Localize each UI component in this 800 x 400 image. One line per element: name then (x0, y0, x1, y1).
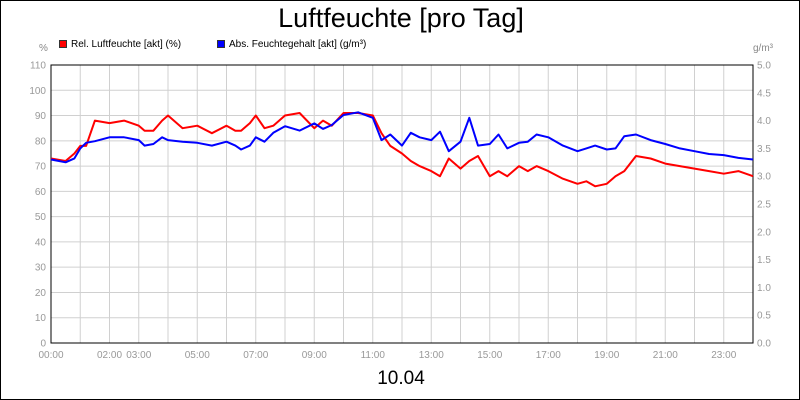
y-right-tick-label: 1.0 (757, 283, 771, 294)
y-left-tick-label: 30 (35, 263, 47, 274)
y-left-tick-label: 100 (29, 86, 46, 97)
legend-item-abs-humidity: Abs. Feuchtegehalt [akt] (g/m³) (217, 39, 366, 50)
y-left-tick-label: 70 (35, 162, 47, 173)
series-line-abs-humidity (50, 111, 754, 164)
x-tick-label: 03:00 (126, 350, 151, 361)
plot-border (50, 64, 754, 344)
x-axis-caption: 10.04 (377, 368, 425, 389)
y-right-tick-label: 2.0 (757, 227, 771, 238)
x-tick-label: 19:00 (594, 350, 619, 361)
y-right-tick-label: 4.0 (757, 116, 771, 127)
x-tick-label: 23:00 (711, 350, 736, 361)
y-left-tick-label: 40 (35, 237, 47, 248)
x-tick-label: 09:00 (302, 350, 327, 361)
x-tick-label: 00:00 (38, 350, 63, 361)
legend-label-abs-humidity: Abs. Feuchtegehalt [akt] (g/m³) (229, 39, 367, 50)
chart-title: Luftfeuchte [pro Tag] (278, 3, 524, 33)
y-left-tick-label: 10 (35, 313, 47, 324)
y-right-tick-label: 2.5 (757, 200, 771, 211)
y-left-tick-label: 110 (30, 61, 46, 72)
x-tick-label: 02:00 (97, 350, 122, 361)
y-left-tick-label: 90 (35, 111, 47, 122)
x-tick-label: 13:00 (419, 350, 444, 361)
y-right-unit-label: g/m³ (753, 43, 773, 54)
x-tick-label: 05:00 (185, 350, 210, 361)
series-line-rel-humidity (50, 112, 754, 188)
x-tick-label: 17:00 (536, 350, 561, 361)
y-left-tick-label: 80 (35, 136, 47, 147)
y-right-tick-label: 5.0 (757, 61, 771, 72)
y-right-tick-label: 0.0 (757, 339, 771, 350)
legend-item-rel-humidity: Rel. Luftfeuchte [akt] (%) (59, 39, 181, 50)
y-right-tick-label: 3.0 (757, 172, 771, 183)
x-tick-label: 07:00 (243, 350, 268, 361)
y-right-tick-label: 3.5 (757, 144, 771, 155)
y-right-tick-label: 4.5 (757, 88, 771, 99)
x-tick-label: 15:00 (477, 350, 502, 361)
y-right-tick-label: 1.5 (757, 255, 771, 266)
y-right-tick-label: 0.5 (757, 311, 771, 322)
legend-swatch-red (59, 40, 67, 48)
y-left-tick-label: 60 (35, 187, 47, 198)
legend-swatch-blue (217, 40, 225, 48)
y-left-unit-label: % (39, 43, 48, 54)
y-left-tick-label: 20 (35, 288, 47, 299)
x-tick-label: 21:00 (653, 350, 678, 361)
x-tick-label: 11:00 (361, 350, 386, 361)
y-left-tick-label: 50 (35, 212, 47, 223)
y-left-tick-label: 0 (40, 339, 46, 350)
legend-label-rel-humidity: Rel. Luftfeuchte [akt] (%) (71, 39, 182, 50)
